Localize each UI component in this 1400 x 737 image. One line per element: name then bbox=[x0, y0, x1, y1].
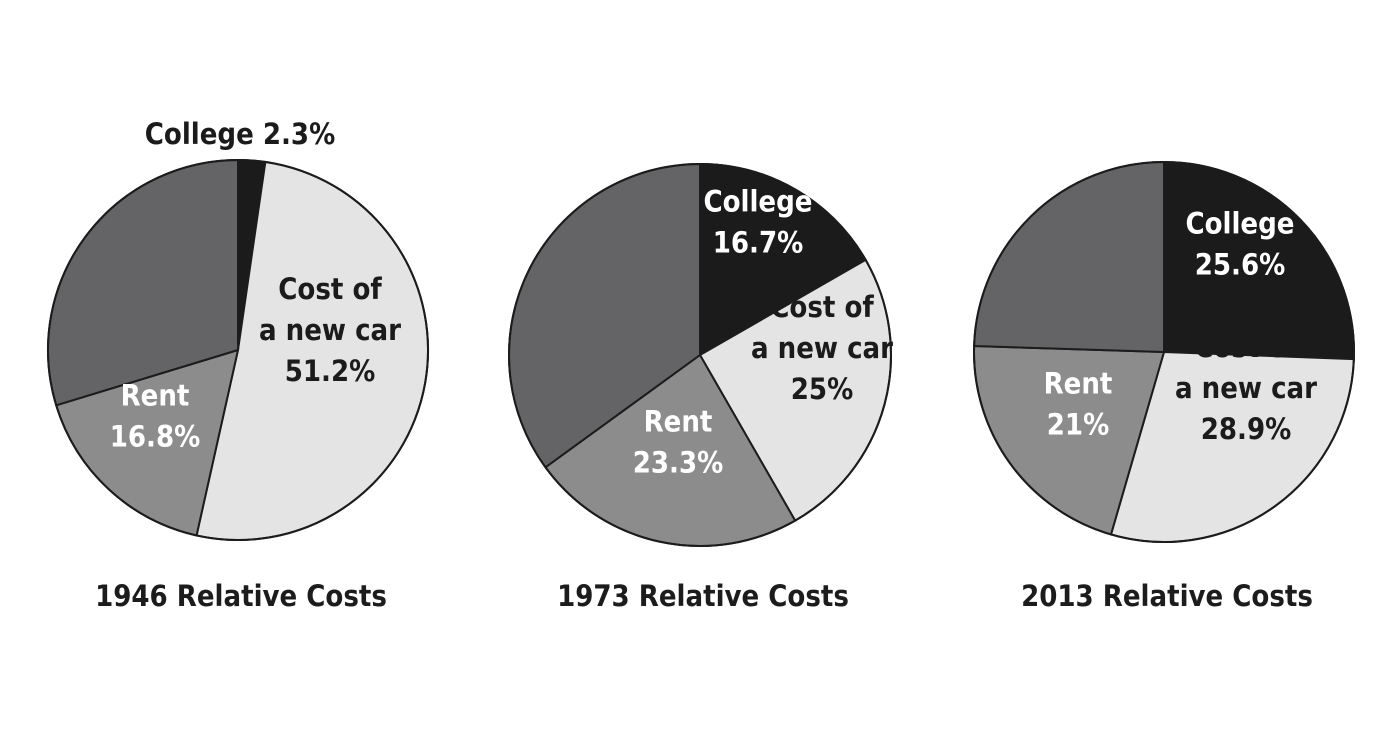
slice-label-college: College bbox=[1185, 207, 1294, 241]
slice-label-cost-of-a-new-car: 28.9% bbox=[1201, 412, 1292, 446]
slice-label-rent: Rent bbox=[121, 379, 190, 413]
slice-label-rent: 21% bbox=[1047, 408, 1109, 442]
slice-label-cost-of-a-new-car: 51.2% bbox=[285, 354, 376, 388]
slice-label-cost-of-a-new-car: a new car bbox=[751, 331, 893, 365]
pie-slice-other bbox=[973, 160, 1165, 354]
pie-outline bbox=[973, 161, 1355, 543]
slice-label-rent: Rent bbox=[1044, 367, 1113, 401]
slice-label-college: College bbox=[703, 185, 812, 219]
slice-label-rent: 16.8% bbox=[110, 420, 201, 454]
slice-label-cost-of-a-new-car: a new car bbox=[259, 313, 401, 347]
slice-label-college: College 2.3% bbox=[145, 117, 335, 151]
slice-label-cost-of-a-new-car: a new car bbox=[1175, 371, 1317, 405]
pie-outline bbox=[508, 163, 892, 547]
slice-label-college: 16.7% bbox=[713, 226, 804, 260]
pie-outline bbox=[47, 159, 429, 541]
slice-label-cost-of-a-new-car: 25% bbox=[791, 372, 853, 406]
chart-title: 1973 Relative Costs bbox=[557, 579, 849, 613]
slice-label-cost-of-a-new-car: Cost of bbox=[278, 272, 382, 306]
slice-label-rent: 23.3% bbox=[633, 446, 724, 480]
slice-label-cost-of-a-new-car: Cost of bbox=[1194, 330, 1298, 364]
pie-chart-1946: College 2.3% Cost of a new car 51.2% Rent 16.… bbox=[46, 117, 430, 613]
pie-chart-2013: College 25.6% Cost of a new car 28.9% Rent 21%… bbox=[973, 160, 1355, 613]
chart-title: 2013 Relative Costs bbox=[1021, 579, 1313, 613]
pie-chart-1973: College 16.7% Cost of a new car 25% Rent 23.3%… bbox=[508, 162, 893, 613]
slice-label-rent: Rent bbox=[644, 405, 713, 439]
slice-label-college: 25.6% bbox=[1195, 248, 1286, 282]
slice-label-cost-of-a-new-car: Cost of bbox=[770, 290, 874, 324]
chart-title: 1946 Relative Costs bbox=[95, 579, 387, 613]
